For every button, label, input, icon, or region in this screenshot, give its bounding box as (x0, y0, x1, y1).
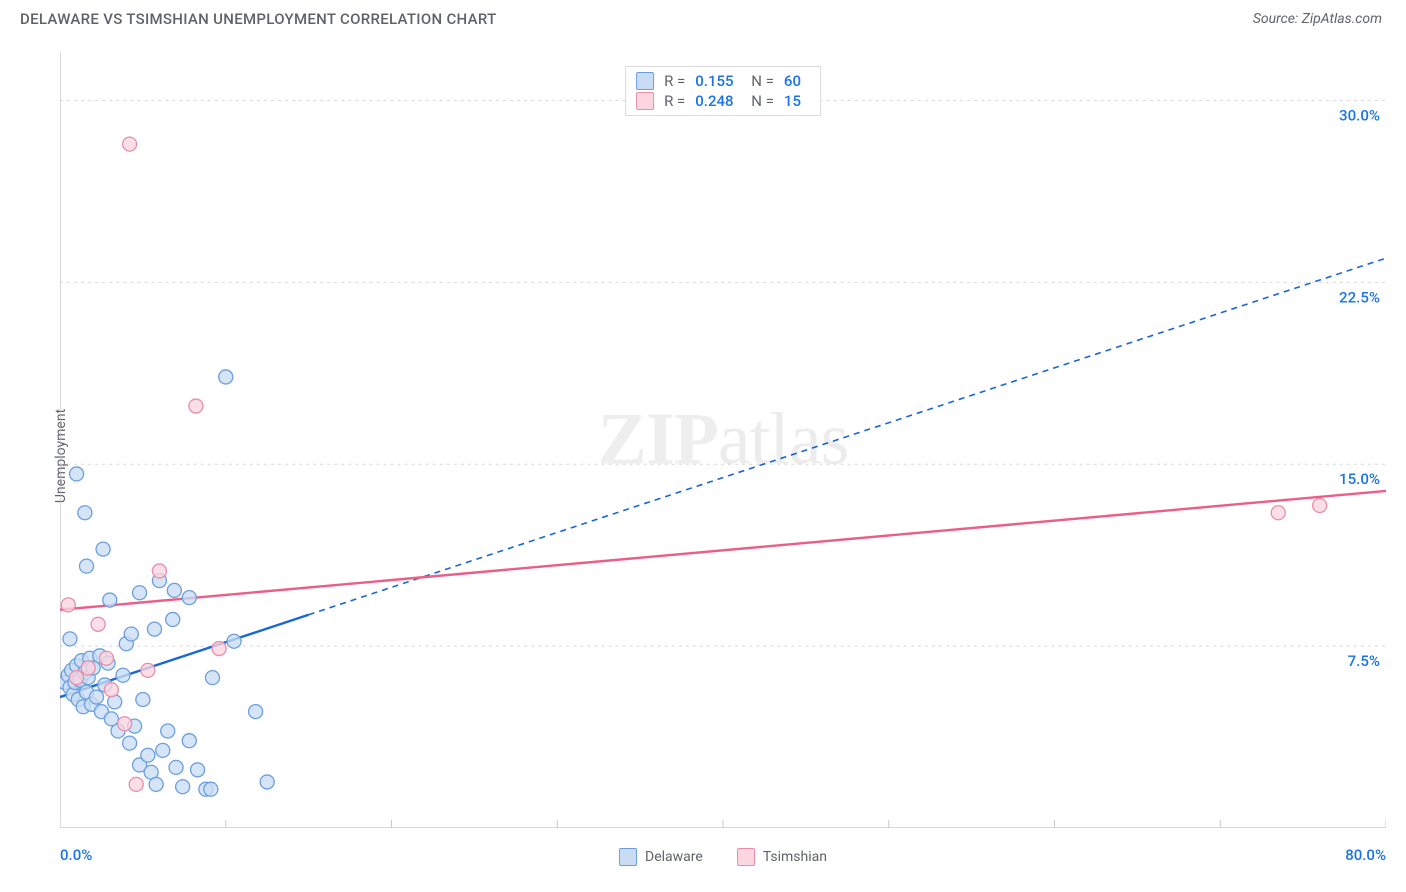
svg-text:7.5%: 7.5% (1348, 652, 1380, 670)
chart-source: Source: ZipAtlas.com (1253, 11, 1382, 27)
x-min-label: 0.0% (60, 846, 92, 864)
svg-text:22.5%: 22.5% (1339, 288, 1380, 306)
legend-item: Tsimshian (737, 848, 827, 866)
stat-swatch-icon (636, 92, 654, 110)
scatter-svg: 7.5% 15.0% 22.5% 30.0% (60, 52, 1386, 828)
series-legend: Delaware Tsimshian (619, 848, 827, 866)
stat-row: R = 0.248 N = 15 (636, 91, 810, 111)
svg-text:15.0%: 15.0% (1339, 470, 1380, 488)
stat-n-value: 60 (784, 72, 810, 90)
stat-r-label: R = (664, 92, 685, 110)
stat-r-value: 0.155 (695, 72, 741, 90)
legend-swatch-icon (737, 848, 755, 866)
chart-title: DELAWARE VS TSIMSHIAN UNEMPLOYMENT CORRE… (20, 10, 497, 28)
legend-swatch-icon (619, 848, 637, 866)
stat-r-label: R = (664, 72, 685, 90)
legend-label: Tsimshian (763, 849, 827, 865)
stats-legend: R = 0.155 N = 60 R = 0.248 N = 15 (625, 66, 821, 116)
svg-text:30.0%: 30.0% (1339, 107, 1380, 125)
stat-swatch-icon (636, 72, 654, 90)
x-max-label: 80.0% (1345, 846, 1386, 864)
stat-r-value: 0.248 (695, 92, 741, 110)
stat-n-label: N = (751, 72, 774, 90)
chart-container: Unemployment R =0.155N =60R =0.248N =15 … (20, 40, 1386, 872)
stat-n-label: N = (751, 92, 774, 110)
chart-header: DELAWARE VS TSIMSHIAN UNEMPLOYMENT CORRE… (0, 0, 1406, 32)
plot-area: R =0.155N =60R =0.248N =15 ZIPatlas 7.5%… (60, 52, 1386, 828)
stat-n-value: 15 (784, 92, 810, 110)
x-axis-legend: 0.0% Delaware Tsimshian 80.0% (60, 828, 1386, 872)
legend-label: Delaware (645, 849, 703, 865)
legend-item: Delaware (619, 848, 703, 866)
stat-row: R = 0.155 N = 60 (636, 71, 810, 91)
